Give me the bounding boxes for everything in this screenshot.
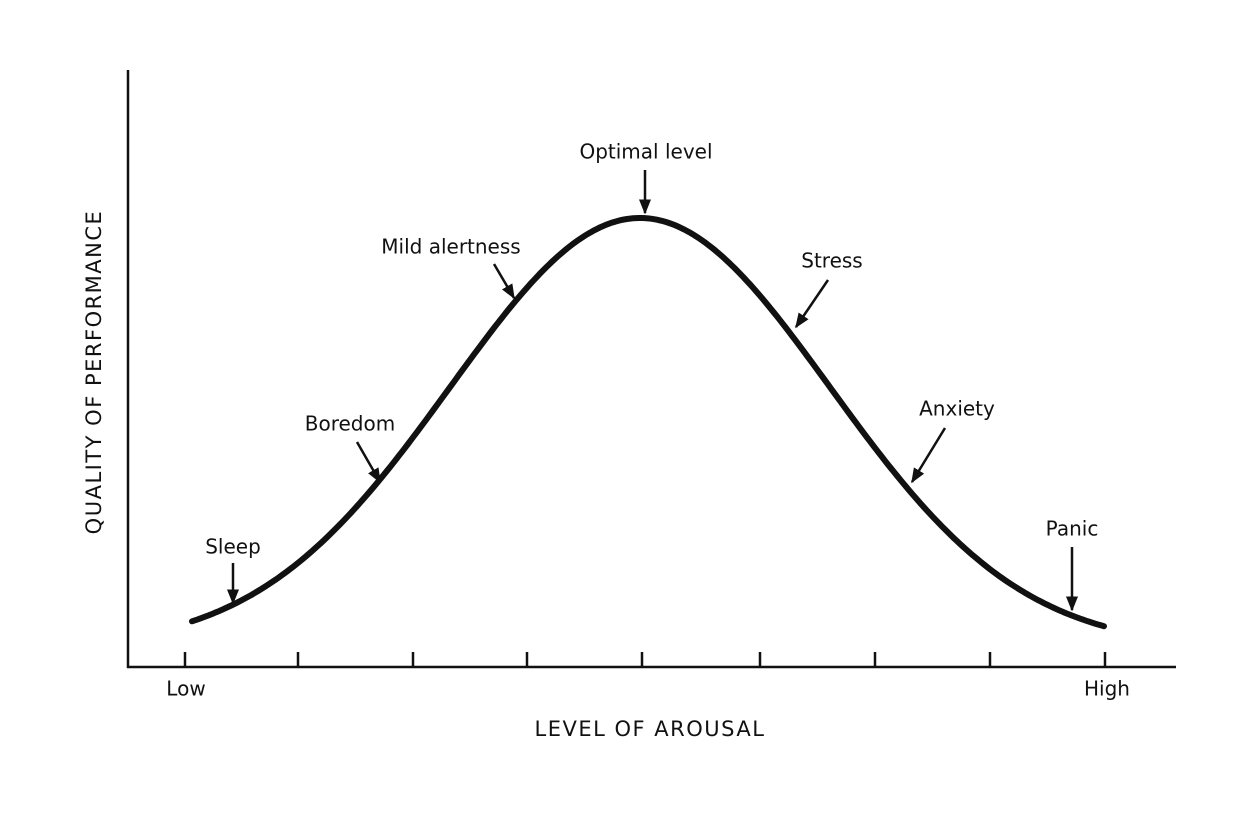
annotation-label: Optimal level <box>579 140 712 164</box>
x-high-label: High <box>1084 677 1130 701</box>
y-axis-title: QUALITY OF PERFORMANCE <box>82 210 106 535</box>
x-axis-title: LEVEL OF AROUSAL <box>535 717 766 741</box>
x-low-label: Low <box>166 677 205 701</box>
annotation-arrow <box>794 279 830 329</box>
performance-curve <box>189 215 1107 630</box>
annotation-label: Boredom <box>305 412 395 436</box>
annotation-arrow <box>355 441 382 484</box>
annotation-arrow <box>910 427 947 484</box>
annotation-label: Panic <box>1046 517 1099 541</box>
axes <box>126 70 1176 669</box>
annotation-label: Sleep <box>205 535 261 559</box>
annotation-label: Anxiety <box>919 397 995 421</box>
annotation-label: Mild alertness <box>381 235 520 259</box>
annotation-arrow <box>492 263 516 300</box>
annotation-label: Stress <box>801 249 862 273</box>
tick-marks <box>183 652 1107 667</box>
